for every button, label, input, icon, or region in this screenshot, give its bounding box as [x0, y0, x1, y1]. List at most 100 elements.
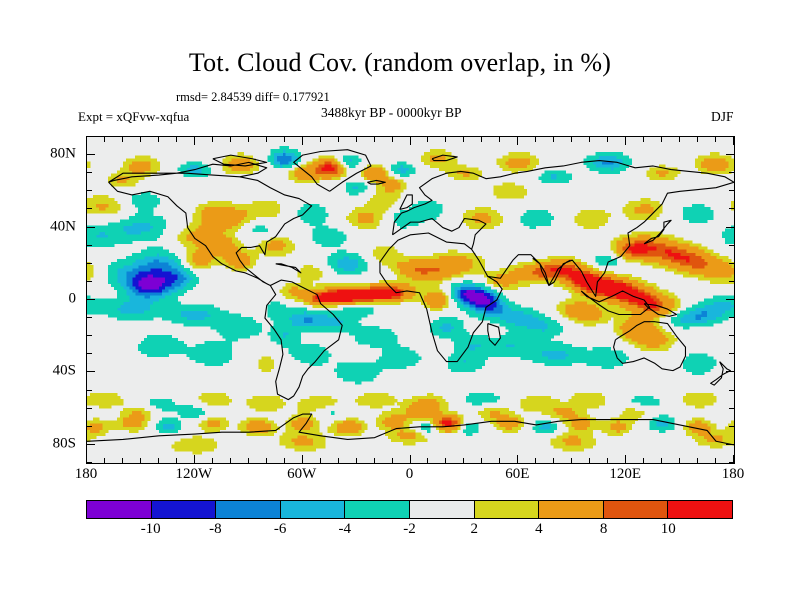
tick-mark	[679, 458, 681, 463]
tick-mark	[103, 137, 105, 142]
tick-mark	[87, 371, 95, 373]
tick-mark	[625, 455, 627, 463]
tick-mark	[589, 137, 591, 142]
tick-mark	[499, 137, 501, 142]
tick-mark	[157, 458, 159, 463]
colorbar-segment[interactable]	[279, 501, 345, 518]
tick-mark	[373, 137, 375, 142]
tick-mark	[121, 137, 123, 142]
tick-mark	[211, 137, 213, 142]
tick-mark	[409, 137, 411, 145]
tick-mark	[87, 136, 92, 137]
tick-mark	[589, 458, 591, 463]
tick-mark	[726, 154, 734, 156]
tick-mark	[87, 317, 92, 319]
tick-mark	[193, 455, 195, 463]
colorbar-segment[interactable]	[344, 501, 409, 518]
tick-mark	[445, 458, 447, 463]
tick-mark	[481, 137, 483, 142]
tick-mark	[571, 137, 573, 142]
tick-mark	[247, 137, 249, 142]
x-axis-label: 60W	[287, 466, 317, 482]
tick-mark	[499, 458, 501, 463]
season-label: DJF	[711, 109, 734, 124]
tick-mark	[625, 137, 627, 145]
tick-mark	[445, 137, 447, 142]
y-axis-label: 0	[68, 290, 77, 307]
tick-mark	[715, 137, 717, 142]
tick-mark	[427, 137, 429, 142]
tick-mark	[87, 335, 92, 337]
colorbar-segment[interactable]	[602, 501, 668, 518]
tick-mark	[229, 458, 231, 463]
colorbar-tick-label: 8	[599, 521, 608, 537]
tick-mark	[729, 262, 734, 264]
x-axis-label: 0	[405, 466, 414, 482]
tick-mark	[535, 137, 537, 142]
tick-mark	[726, 226, 734, 228]
tick-mark	[607, 137, 609, 142]
tick-mark	[87, 226, 95, 228]
tick-mark	[87, 407, 92, 409]
tick-mark	[517, 455, 519, 463]
tick-mark	[265, 137, 267, 142]
colorbar-segment[interactable]	[667, 501, 732, 518]
tick-mark	[283, 458, 285, 463]
tick-mark	[283, 137, 285, 142]
tick-mark	[87, 172, 92, 174]
tick-mark	[729, 389, 734, 391]
period-label: 3488kyr BP - 0000kyr BP	[321, 105, 462, 120]
tick-mark	[517, 137, 519, 145]
colorbar-tick-label: 4	[535, 521, 543, 537]
tick-mark	[553, 137, 555, 142]
tick-mark	[211, 458, 213, 463]
tick-mark	[373, 458, 375, 463]
colorbar-segment[interactable]	[538, 501, 603, 518]
tick-mark	[729, 172, 734, 174]
tick-mark	[87, 154, 95, 156]
x-axis-label: 60E	[505, 466, 530, 482]
tick-mark	[409, 455, 411, 463]
colorbar-segment[interactable]	[408, 501, 474, 518]
tick-mark	[463, 458, 465, 463]
x-axis-label: 180	[721, 466, 745, 482]
tick-mark	[139, 458, 141, 463]
colorbar-tick-label: -8	[209, 521, 222, 537]
colorbar[interactable]	[86, 500, 733, 519]
y-axis-label: 80N	[50, 145, 76, 162]
tick-mark	[729, 353, 734, 355]
tick-mark	[697, 458, 699, 463]
tick-mark	[337, 137, 339, 142]
tick-mark	[729, 280, 734, 282]
colorbar-segment[interactable]	[215, 501, 280, 518]
tick-mark	[679, 137, 681, 142]
tick-mark	[729, 425, 734, 427]
tick-mark	[463, 137, 465, 142]
tick-mark	[175, 137, 177, 142]
tick-mark	[729, 335, 734, 337]
tick-mark	[175, 458, 177, 463]
tick-mark	[87, 262, 92, 264]
tick-mark	[481, 458, 483, 463]
tick-mark	[86, 137, 87, 145]
tick-mark	[729, 317, 734, 319]
tick-mark	[87, 443, 95, 445]
tick-mark	[87, 353, 92, 355]
colorbar-segment[interactable]	[87, 501, 151, 518]
tick-mark	[729, 462, 734, 463]
anomaly-field-wrapper	[87, 137, 734, 463]
tick-mark	[193, 137, 195, 145]
tick-mark	[729, 136, 734, 137]
y-axis-label: 80S	[52, 435, 76, 452]
tick-mark	[139, 137, 141, 142]
tick-mark	[726, 443, 734, 445]
tick-mark	[729, 407, 734, 409]
tick-mark	[733, 137, 734, 145]
cloud-cover-anomaly-field	[87, 146, 734, 455]
statistics-annotation: rmsd= 2.84539 diff= 0.177921	[176, 90, 330, 104]
colorbar-segment[interactable]	[473, 501, 539, 518]
tick-mark	[571, 458, 573, 463]
tick-mark	[729, 190, 734, 192]
colorbar-segment[interactable]	[150, 501, 216, 518]
